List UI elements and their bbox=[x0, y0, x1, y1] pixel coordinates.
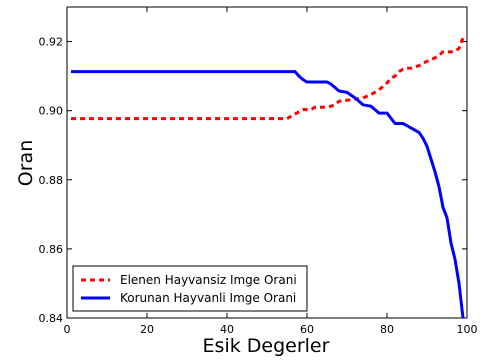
x-axis-ticks: 0 20 40 60 80 100 bbox=[64, 7, 478, 336]
x-axis-label: Esik Degerler bbox=[203, 335, 330, 357]
x-tick-label: 60 bbox=[300, 323, 314, 336]
x-tick-label: 40 bbox=[220, 323, 234, 336]
plot-area bbox=[66, 6, 468, 319]
y-tick-label: 0.92 bbox=[39, 36, 64, 49]
y-tick-label: 0.86 bbox=[39, 243, 64, 256]
x-tick-label: 20 bbox=[140, 323, 154, 336]
x-tick-label: 0 bbox=[64, 323, 71, 336]
series-layer bbox=[71, 37, 465, 319]
y-axis-label: Oran bbox=[15, 140, 37, 186]
y-tick-label: 0.90 bbox=[39, 105, 64, 118]
series-line-1 bbox=[71, 37, 465, 121]
x-tick-label: 80 bbox=[380, 323, 394, 336]
series-line-2 bbox=[71, 70, 465, 319]
x-tick-label: 100 bbox=[457, 323, 478, 336]
legend-box bbox=[72, 265, 308, 312]
y-axis-ticks: 0.84 0.86 0.88 0.90 0.92 bbox=[39, 36, 467, 325]
plot-frame bbox=[66, 6, 468, 319]
legend-label-1: Elenen Hayvansiz Imge Orani bbox=[120, 273, 297, 287]
legend-label-2: Korunan Hayvanli Imge Orani bbox=[120, 291, 296, 305]
legend: Elenen Hayvansiz Imge Orani Korunan Hayva… bbox=[72, 265, 308, 312]
y-tick-label: 0.88 bbox=[39, 174, 64, 187]
y-tick-label: 0.84 bbox=[39, 312, 64, 325]
